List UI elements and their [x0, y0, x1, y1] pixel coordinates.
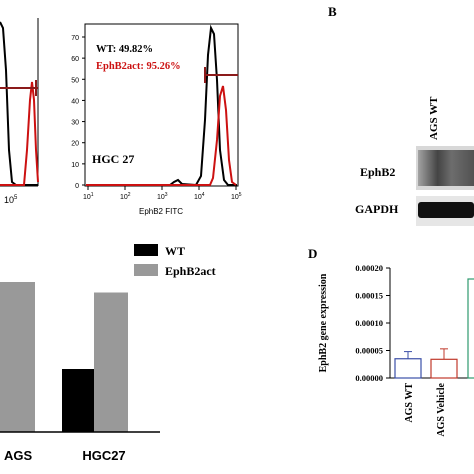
panel-label-d: D: [308, 246, 317, 261]
flow-right-act-label: EphB2act: 95.26%: [96, 61, 181, 72]
chart-d-bar-2: [467, 278, 474, 379]
chart-c-category-ags: AGS: [4, 448, 33, 463]
chart-d-y-tick-label: 0.00010: [355, 318, 383, 328]
legend-swatch-wt: [134, 244, 158, 256]
western-row-ephb2: EphB2: [360, 165, 395, 179]
flow-right-y-ticks: 70 60 50 40 30 20 10 0: [71, 35, 85, 190]
legend-swatch-ephb2act: [134, 264, 158, 276]
panel-label-b: B: [328, 4, 337, 19]
flow-right-y-tick-label: 20: [71, 141, 79, 148]
legend-label-wt: WT: [165, 244, 185, 258]
flow-right-wt-label: WT: 49.82%: [96, 44, 153, 55]
flow-right-act-curve: [86, 85, 237, 186]
chart-d-ylabel: EphB2 gene expression: [318, 273, 329, 372]
bar-chart-d: D EphB2 gene expression 0.00020 0.00015 0.…: [308, 246, 474, 437]
flow-left-tick-sup: 5: [14, 195, 18, 201]
flow-right-y-tick-label: 30: [71, 120, 79, 127]
flow-left-wt-curve: [0, 21, 38, 186]
flow-right-y-tick-label: 0: [75, 183, 79, 190]
bar-ephb2act-ags: [0, 282, 35, 432]
flow-right-y-tick-label: 60: [71, 56, 79, 63]
chart-c-category-hgc27: HGC27: [82, 448, 125, 463]
bar-wt-hgc27: [62, 369, 94, 432]
western-blot-panel: B AGS WT EphB2 GAPDH: [328, 4, 474, 226]
legend-label-ephb2act: EphB2act: [165, 264, 216, 278]
flow-right-x-ticks: 101 102 103 104 105: [83, 186, 242, 201]
svg-text:105: 105: [4, 195, 18, 205]
flow-right-y-tick-label: 50: [71, 77, 79, 84]
bar-ephb2act-hgc27: [94, 292, 128, 432]
flow-right-x-tick-label: 103: [157, 192, 168, 201]
flow-right-x-tick-label: 104: [194, 192, 205, 201]
flow-histogram-left: 105: [0, 18, 39, 205]
western-ephb2-band: [418, 150, 474, 186]
flow-right-y-tick-label: 10: [71, 162, 79, 169]
chart-d-y-tick-label: 0.00015: [355, 291, 383, 301]
chart-d-category-ags-wt: AGS WT: [404, 383, 415, 423]
chart-d-y-tick-label: 0.00005: [355, 346, 383, 356]
flow-right-x-tick-label: 102: [120, 192, 131, 201]
chart-d-bar-1: [430, 358, 458, 379]
chart-d-bar-0: [394, 358, 422, 379]
flow-right-wt-curve: [86, 24, 237, 187]
flow-left-tick-label: 10: [4, 195, 14, 205]
flow-right-cell-line: HGC 27: [92, 152, 134, 166]
flow-right-xlabel: EphB2 FITC: [139, 207, 183, 216]
flow-right-x-tick-label: 105: [231, 192, 242, 201]
chart-d-y-tick-label: 0.00020: [355, 263, 383, 273]
flow-right-y-tick-label: 40: [71, 98, 79, 105]
western-lane-label: AGS WT: [428, 96, 440, 140]
western-row-gapdh: GAPDH: [355, 202, 399, 216]
bar-chart-c: AGS HGC27 WT EphB2act: [0, 244, 216, 463]
flow-right-x-tick-label: 101: [83, 192, 94, 201]
flow-right-y-tick-label: 70: [71, 35, 79, 42]
chart-d-category-ags-vehicle: AGS Vehicle: [436, 382, 447, 436]
chart-d-y-tick-label: 0.00000: [355, 373, 383, 383]
flow-left-act-curve: [0, 81, 39, 186]
western-gapdh-band: [418, 202, 474, 218]
